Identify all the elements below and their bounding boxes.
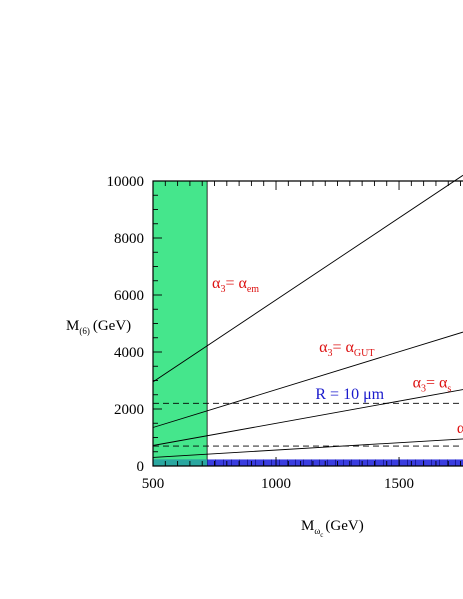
annotation-greek: α [413,375,422,392]
y-tick-label: 10000 [107,174,145,190]
y-tick-label: 6000 [114,288,144,304]
annotation-1: α3= αem [212,275,259,295]
x-tick-label: 500 [142,476,165,492]
excluded-region-overlap [153,459,208,466]
x-tick-label: 1500 [384,476,414,492]
y-axis-title-unit: (GeV) [93,318,131,334]
series-line-4 [152,438,463,458]
x-axis-title: Mωc(GeV) [301,518,364,539]
annotation-sub: 3 [220,284,225,295]
y-axis-title-sub: (6) [79,326,90,336]
y-tick-label: 4000 [114,345,144,361]
annotation-5: α [457,420,463,437]
y-tick-label: 8000 [114,231,144,247]
x-axis-title-main: M [301,518,314,534]
annotation-3: α3= αs [413,375,452,395]
x-tick-label: 1000 [261,476,291,492]
excluded-region-y [153,459,463,466]
annotation-sub: 3 [327,348,332,359]
annotation-rhs-greek: α [345,339,354,356]
series-line-1 [152,174,463,383]
annotation-4: R = 10 μm [315,386,384,403]
y-axis-title-main: M [66,318,79,334]
excluded-region-x [152,180,208,467]
y-axis-title: M(6) (GeV) [66,318,131,336]
annotation-equals: = [426,375,439,392]
annotation-rhs-sub: s [447,384,451,395]
annotation-rhs-sub: em [247,284,259,295]
annotation-equals: = [225,275,238,292]
y-tick-label: 0 [137,459,145,475]
annotation-rhs-greek: α [439,375,448,392]
annotation-sub: 3 [421,384,426,395]
annotation-greek: α [319,339,328,356]
annotation-equals: = [332,339,345,356]
annotation-greek: α [457,420,463,437]
annotation-greek: α [212,275,221,292]
annotation-2: α3= αGUT [319,339,374,359]
annotation-rhs-greek: α [238,275,247,292]
series-line-3 [152,389,463,446]
x-axis-title-sub: ω [314,526,320,536]
annotation-rhs-sub: GUT [354,348,375,359]
x-axis-title-subsub: c [320,531,323,539]
x-axis-title-unit: (GeV) [325,518,363,534]
series-line-2 [152,331,463,428]
y-tick-label: 2000 [114,402,144,418]
